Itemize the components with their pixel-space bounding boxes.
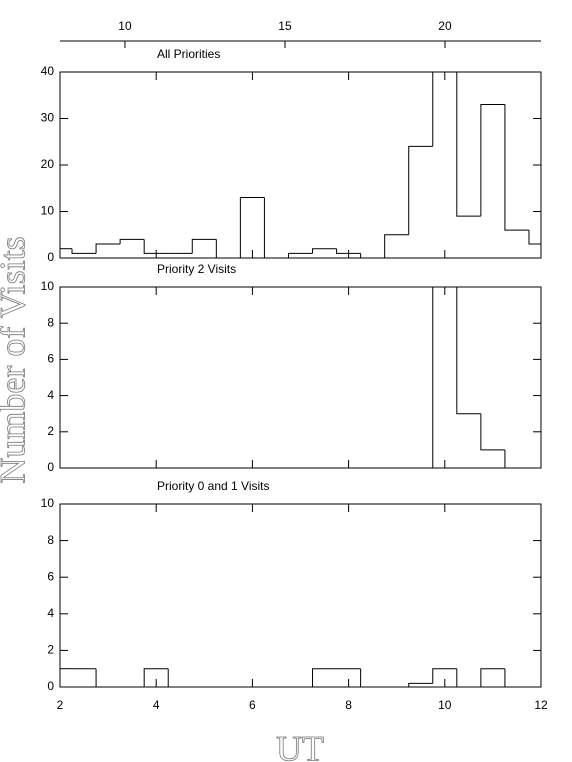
bin <box>263 197 289 258</box>
bin <box>456 72 481 217</box>
histogram <box>60 668 541 687</box>
bin <box>504 104 529 231</box>
bin <box>312 248 337 254</box>
plot-frame <box>59 286 542 469</box>
x2-tick-label: 20 <box>438 19 452 33</box>
bin <box>432 287 434 468</box>
x-tick-label: 6 <box>249 698 256 712</box>
x2-tick-label: 10 <box>118 19 132 33</box>
y-tick-label: 30 <box>41 111 55 125</box>
bin <box>71 248 97 254</box>
bin <box>480 104 505 217</box>
bin <box>480 413 505 451</box>
bin <box>336 248 361 254</box>
bin <box>119 238 145 245</box>
bin <box>504 449 529 468</box>
panel-title: All Priorities <box>157 47 220 61</box>
bin <box>360 668 385 687</box>
panel-title: Priority 0 and 1 Visits <box>157 479 270 493</box>
y-tick-label: 10 <box>41 279 55 293</box>
x-tick-label: 8 <box>345 698 352 712</box>
bin <box>384 234 409 258</box>
histogram <box>60 72 541 258</box>
y-tick-label: 20 <box>41 157 55 171</box>
x-axis-label: UT <box>276 728 324 762</box>
histogram <box>60 287 541 468</box>
y-tick-label: 0 <box>47 460 54 474</box>
bin <box>215 239 241 258</box>
bin <box>312 668 337 687</box>
plot-frame <box>59 71 542 259</box>
bin <box>432 668 457 684</box>
bin <box>143 239 169 254</box>
y-tick-label: 6 <box>47 352 54 366</box>
y-tick-label: 4 <box>47 606 54 620</box>
y-tick-label: 6 <box>47 569 54 583</box>
y-tick-label: 4 <box>47 388 54 402</box>
y-axis-label: Number of Visits <box>0 236 32 483</box>
bin <box>167 668 193 687</box>
bin <box>408 145 433 235</box>
bin <box>408 682 433 687</box>
bin <box>239 197 265 258</box>
bin <box>456 287 481 415</box>
bin <box>143 668 169 687</box>
bin <box>95 243 121 254</box>
bin <box>480 668 505 687</box>
bin <box>456 668 481 687</box>
bin <box>504 668 529 687</box>
y-tick-label: 10 <box>41 496 55 510</box>
bin <box>191 238 217 254</box>
bin <box>360 253 385 258</box>
y-tick-label: 8 <box>47 315 54 329</box>
bin <box>287 252 313 258</box>
x-tick-label: 10 <box>438 698 452 712</box>
y-tick-label: 0 <box>47 250 54 264</box>
bin <box>432 72 434 147</box>
bin <box>95 668 121 687</box>
y-tick-label: 40 <box>41 64 55 78</box>
plot-frame <box>59 503 542 688</box>
y-tick-label: 0 <box>47 679 54 693</box>
y-tick-label: 2 <box>47 643 54 657</box>
y-tick-label: 8 <box>47 533 54 547</box>
bin <box>528 230 541 258</box>
y-tick-label: 2 <box>47 424 54 438</box>
y-tick-label: 10 <box>41 204 55 218</box>
x-tick-label: 2 <box>57 698 64 712</box>
x-tick-label: 12 <box>534 698 548 712</box>
panel-title: Priority 2 Visits <box>157 262 236 276</box>
x2-tick-label: 15 <box>278 19 292 33</box>
x-tick-label: 4 <box>153 698 160 712</box>
